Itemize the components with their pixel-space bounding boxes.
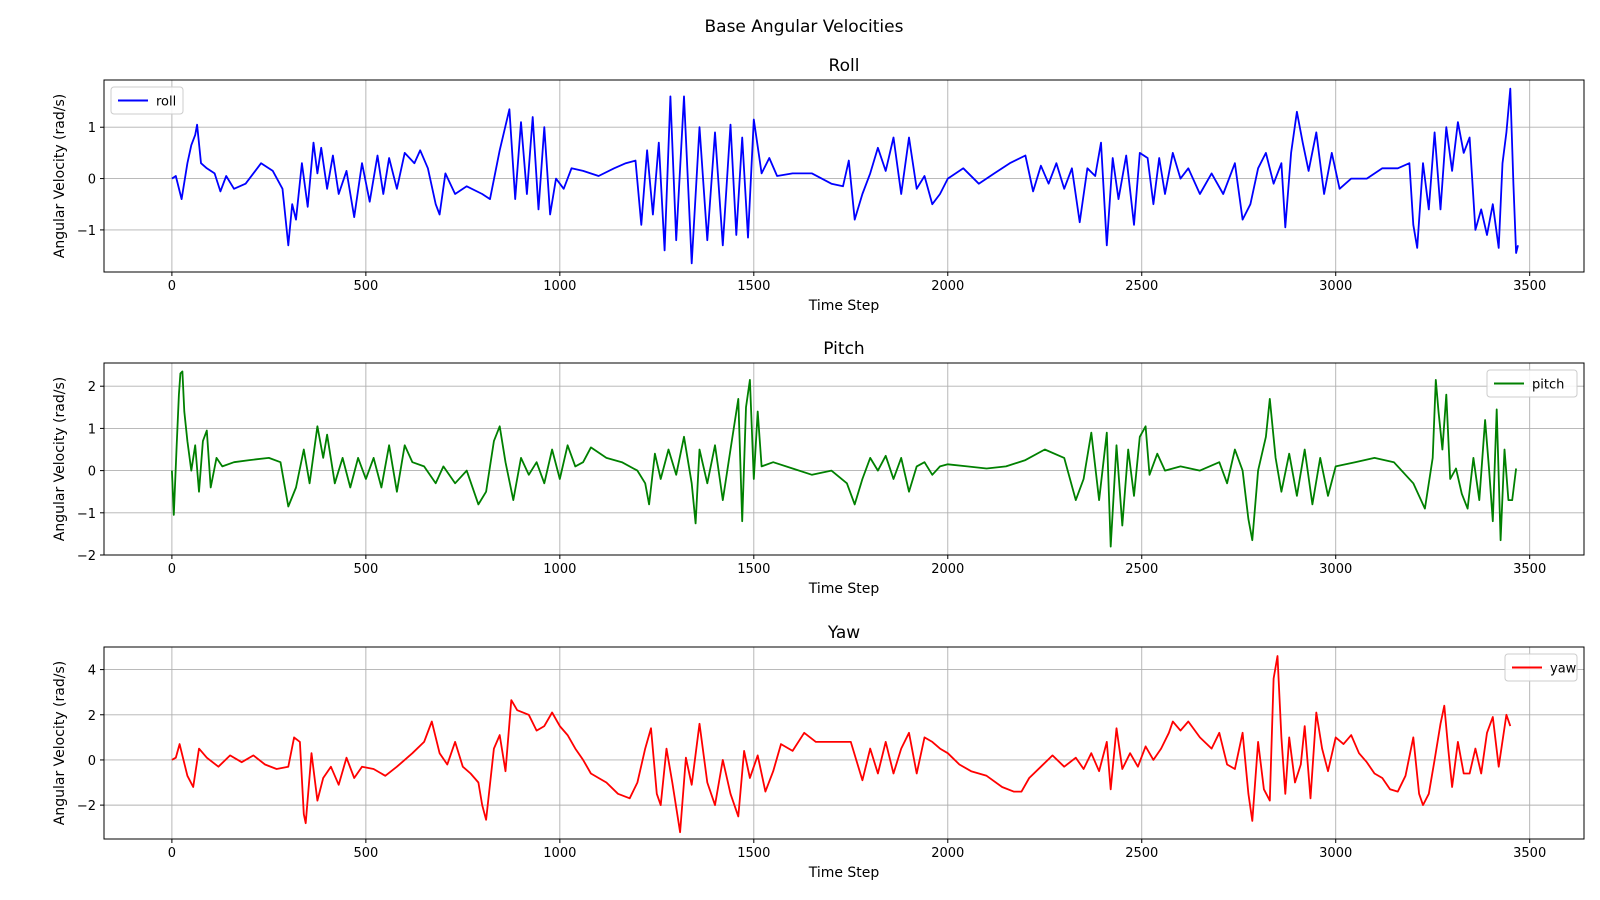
roll-y-axis-label: Angular Velocity (rad/s) [52, 94, 68, 258]
yaw-x-tick-label: 1000 [543, 846, 576, 861]
roll-x-tick-label: 0 [168, 279, 176, 294]
yaw-y-tick-label: 4 [88, 664, 96, 679]
pitch-axes-frame [103, 362, 1585, 556]
yaw-x-tick-label: 2500 [1125, 846, 1158, 861]
pitch-y-tick-label: −2 [77, 549, 96, 564]
roll-x-tick-label: 2000 [931, 279, 964, 294]
yaw-x-tick-label: 0 [168, 846, 176, 861]
pitch-subplot-title: Pitch [823, 339, 864, 359]
pitch-legend: pitch [1486, 369, 1578, 398]
roll-subplot-title: Roll [829, 56, 860, 76]
pitch-x-tick-label: 1500 [737, 562, 770, 577]
pitch-x-tick-label: 2000 [931, 562, 964, 577]
roll-axes-frame [103, 79, 1585, 273]
legend-box [1486, 369, 1578, 398]
roll-subplot: 0 500 1000 1500 2000 2500 3000 3500 −1 0 1 Roll Time… [52, 56, 1585, 314]
pitch-legend-label: pitch [1532, 378, 1564, 393]
pitch-x-tick-label: 1000 [543, 562, 576, 577]
pitch-x-tick-label: 3500 [1513, 562, 1546, 577]
roll-x-tick-label: 2500 [1125, 279, 1158, 294]
yaw-y-tick-label: 2 [88, 709, 96, 724]
yaw-series-line [171, 655, 1512, 834]
pitch-y-axis-label: Angular Velocity (rad/s) [52, 377, 68, 541]
roll-x-tick-label: 3000 [1319, 279, 1352, 294]
pitch-y-tick-label: 0 [88, 465, 96, 480]
pitch-x-tick-label: 2500 [1125, 562, 1158, 577]
pitch-y-tick-label: 2 [88, 380, 96, 395]
yaw-legend: yaw [1504, 653, 1578, 682]
roll-x-tick-label: 1000 [543, 279, 576, 294]
pitch-subplot: 0 500 1000 1500 2000 2500 3000 3500 −2 −1 0 1 2 Pitch… [52, 339, 1585, 597]
figure-title: Base Angular Velocities [705, 17, 904, 37]
yaw-y-tick-label: −2 [77, 799, 96, 814]
yaw-x-tick-label: 2000 [931, 846, 964, 861]
pitch-y-tick-label: 1 [88, 422, 96, 437]
yaw-subplot-title: Yaw [827, 623, 860, 643]
subplot-panels: 0 500 1000 1500 2000 2500 3000 3500−101RollTime… [52, 56, 1585, 881]
yaw-legend-label: yaw [1550, 662, 1577, 677]
roll-y-tick-label: 0 [88, 173, 96, 188]
roll-x-axis-label: Time Step [808, 298, 880, 314]
yaw-subplot: 0 500 1000 1500 2000 2500 3000 3500 −2 0 2 4 Yaw Time… [52, 623, 1585, 881]
yaw-axes-frame [103, 646, 1585, 840]
roll-series-line [171, 87, 1519, 265]
yaw-y-tick-label: 0 [88, 754, 96, 769]
pitch-x-tick-label: 3000 [1319, 562, 1352, 577]
pitch-series-line [171, 370, 1517, 548]
yaw-x-tick-label: 500 [353, 846, 378, 861]
roll-y-tick-label: −1 [77, 224, 96, 239]
yaw-x-axis-label: Time Step [808, 865, 880, 881]
pitch-x-tick-label: 0 [168, 562, 176, 577]
yaw-y-axis-label: Angular Velocity (rad/s) [52, 661, 68, 825]
yaw-x-tick-label: 3000 [1319, 846, 1352, 861]
roll-legend: roll [110, 86, 184, 115]
yaw-x-tick-label: 1500 [737, 846, 770, 861]
roll-legend-label: roll [156, 95, 176, 110]
yaw-x-tick-label: 3500 [1513, 846, 1546, 861]
pitch-x-axis-label: Time Step [808, 581, 880, 597]
roll-x-tick-label: 3500 [1513, 279, 1546, 294]
roll-y-tick-label: 1 [88, 121, 96, 136]
roll-x-tick-label: 500 [353, 279, 378, 294]
pitch-y-tick-label: −1 [77, 507, 96, 522]
pitch-x-tick-label: 500 [353, 562, 378, 577]
roll-x-tick-label: 1500 [737, 279, 770, 294]
